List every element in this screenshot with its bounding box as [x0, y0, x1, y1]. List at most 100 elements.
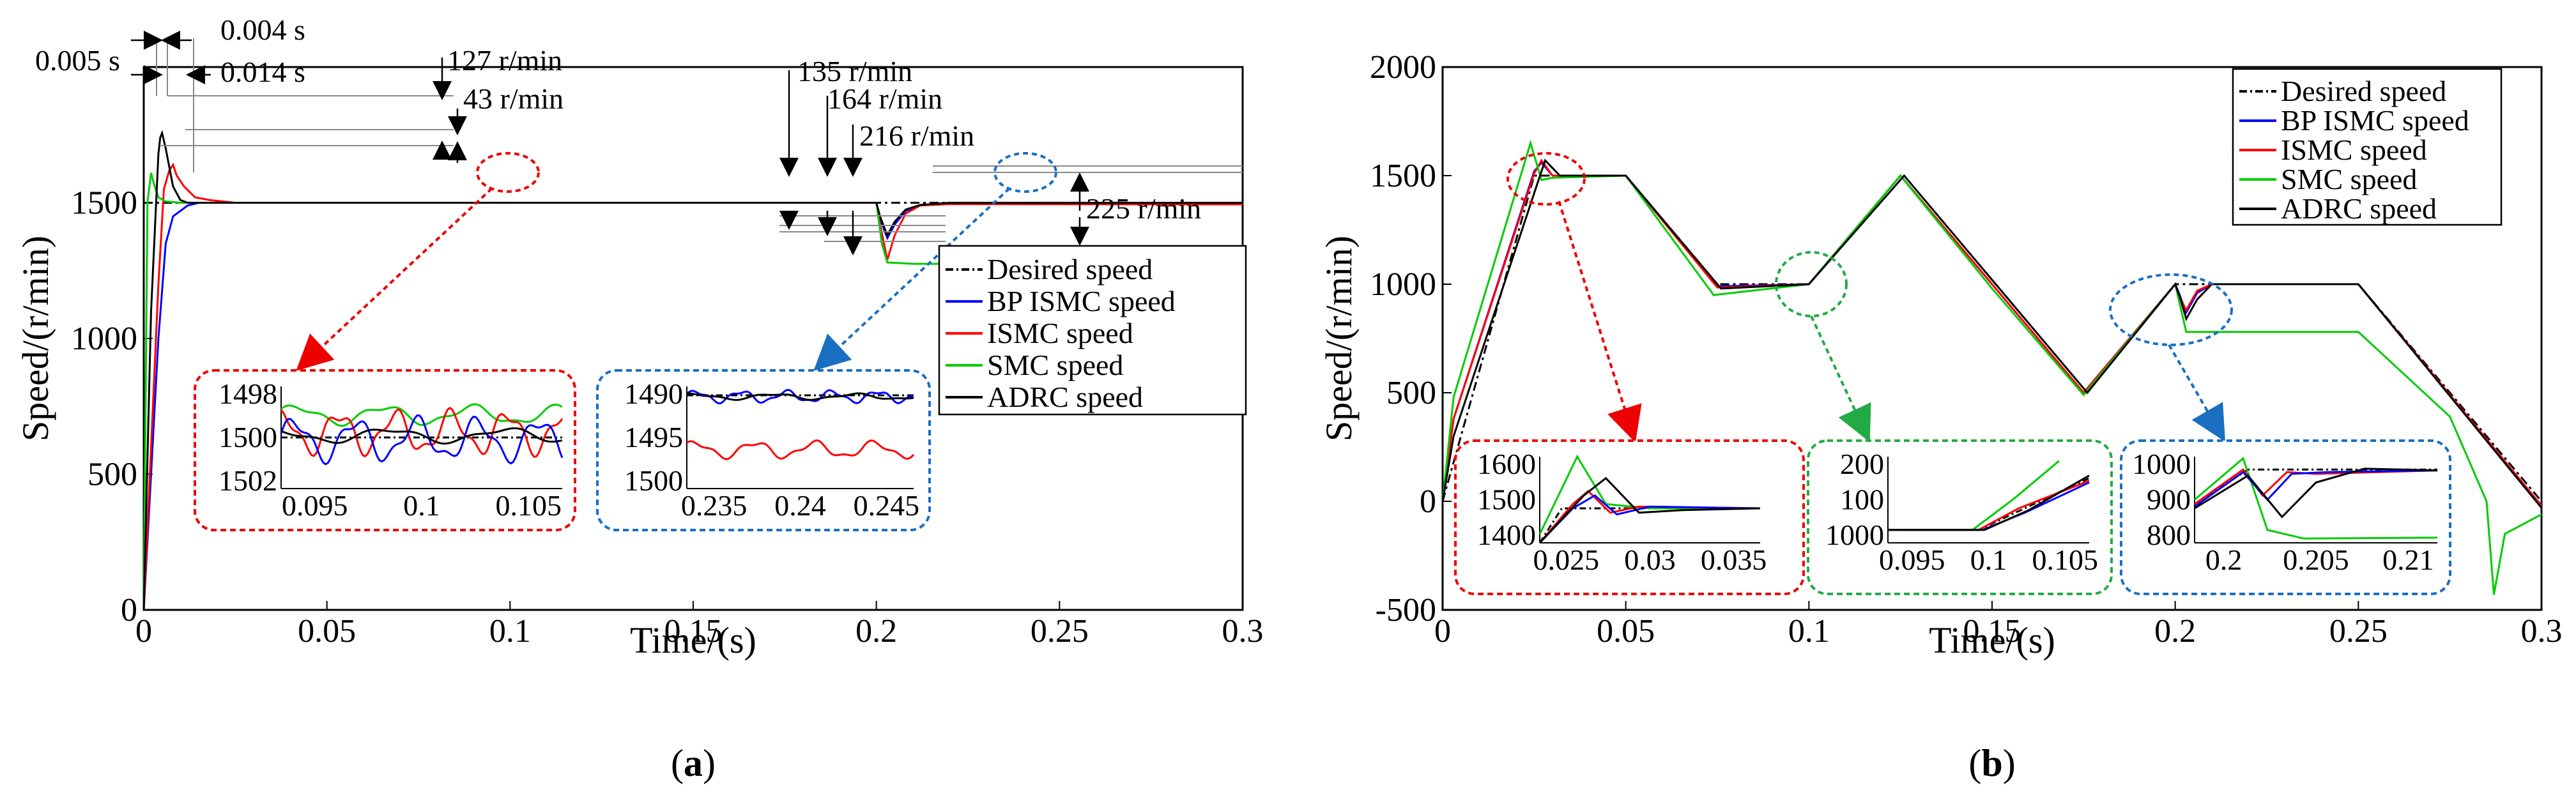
x-tick-label: 0	[1434, 613, 1451, 649]
inset-y-tick-label: 1000	[2132, 448, 2191, 480]
legend-label: Desired speed	[2281, 75, 2446, 107]
panel-b-ylabel: Speed/(r/min)	[1318, 236, 1360, 441]
inset-x-tick-label: 0.1	[1970, 543, 2007, 576]
legend-label: Desired speed	[987, 253, 1153, 285]
x-tick-label: 0	[135, 613, 152, 649]
x-tick-label: 0.1	[489, 613, 531, 649]
annot-t2: 0.004 s	[220, 13, 305, 46]
inset-x-tick-label: 0.1	[403, 489, 440, 522]
inset-curve	[280, 406, 564, 459]
y-tick-label: 500	[1386, 375, 1436, 411]
panel-a-xlabel: Time/(s)	[630, 619, 756, 661]
annot-t3: 0.014 s	[220, 56, 305, 88]
inset-curve	[280, 427, 563, 445]
zoom-ellipse-green-b	[1775, 251, 1848, 317]
panel-a: 0 0.05 0.1 0.15 0.2 0.25 0.3 0 500 1000 1500 Time…	[15, 13, 1264, 784]
inset-curve	[1538, 476, 1761, 544]
panel-a-caption: (a)	[671, 742, 716, 784]
annot-d2: 164 r/min	[827, 82, 942, 115]
inset-y-tick-label: 1500	[624, 464, 683, 497]
x-tick-label: 0.05	[1597, 613, 1655, 649]
inset-curve	[2194, 469, 2438, 508]
series-ismc-speed	[1441, 158, 2543, 506]
legend-label: BP ISMC speed	[987, 285, 1176, 317]
x-tick-label: 0.3	[2521, 613, 2563, 649]
inset-y-tick-label: 800	[2147, 519, 2191, 551]
series-ismc-speed	[142, 162, 1243, 611]
inset-curve	[686, 439, 915, 460]
y-tick-label: 1000	[71, 321, 137, 357]
inset-b3-box	[2120, 439, 2451, 595]
inset-y-tick-label: 1000	[1825, 519, 1884, 551]
annot-d1: 135 r/min	[797, 55, 912, 87]
annot-os2: 43 r/min	[463, 82, 564, 115]
panel-b-y-ticks: -500 0 500 1000 1500 2000	[1370, 49, 1452, 628]
annot-os1: 127 r/min	[447, 44, 562, 77]
inset-y-tick-label: 1600	[1477, 448, 1536, 480]
y-tick-label: 0	[1420, 483, 1436, 520]
inset-a2-box	[596, 369, 931, 531]
inset-y-tick-label: 1490	[624, 377, 683, 410]
zoom-arrow-red-a	[296, 187, 493, 371]
y-tick-label: 0	[121, 592, 137, 628]
x-tick-label: 0.3	[1222, 613, 1264, 649]
annot-d3: 216 r/min	[859, 119, 974, 152]
inset-b1-box	[1454, 439, 1805, 595]
x-tick-label: 0.15	[1963, 613, 2021, 649]
inset-curve	[2194, 468, 2437, 505]
legend-label: ISMC speed	[987, 317, 1133, 349]
panel-b-x-ticks: 0 0.05 0.1 0.15 0.2 0.25 0.3	[1434, 601, 2563, 649]
legend-frame	[2232, 68, 2503, 226]
zoom-ellipse-blue-b	[2109, 273, 2233, 346]
inset-curve	[2194, 457, 2438, 540]
panel-b-series	[1441, 139, 2543, 595]
inset-x-tick-label: 0.105	[495, 489, 562, 522]
inset-curve	[687, 392, 914, 401]
inset-curve	[2194, 467, 2438, 519]
zoom-arrow-red-b	[1558, 201, 1642, 443]
legend-label: ADRC speed	[2281, 192, 2437, 225]
zoom-arrow-blue-a	[813, 187, 1011, 371]
zoom-arrow-green-b	[1810, 315, 1871, 443]
x-tick-label: 0.2	[855, 613, 897, 649]
x-tick-label: 0.25	[2329, 613, 2388, 649]
y-tick-label: 1500	[71, 185, 137, 222]
inset-x-tick-label: 0.095	[282, 489, 348, 522]
panel-a-annotation-guides	[156, 38, 1243, 242]
inset-y-tick-label: 900	[2147, 483, 2191, 516]
panel-a-y-ticks: 0 500 1000 1500	[71, 185, 153, 628]
annot-t1: 0.005 s	[35, 44, 120, 77]
legend-label: SMC speed	[987, 349, 1123, 381]
inset-x-tick-label: 0.03	[1624, 543, 1676, 576]
series-adrc-speed	[142, 130, 1243, 611]
inset-curve	[2194, 468, 2438, 505]
zoom-ellipse-red-b	[1506, 152, 1586, 206]
inset-a1-box	[194, 369, 576, 531]
x-tick-label: 0.2	[2154, 613, 2196, 649]
inset-x-tick-label: 0.245	[854, 489, 920, 522]
x-tick-label: 0.1	[1788, 613, 1830, 649]
inset-x-tick-label: 0.035	[1701, 543, 1767, 576]
inset-x-tick-label: 0.095	[1879, 543, 1945, 576]
panel-b: 0 0.05 0.1 0.15 0.2 0.25 0.3 -5000500100015002…	[1318, 49, 2563, 784]
zoom-ellipse-blue-a	[993, 152, 1057, 193]
legend-label: SMC speed	[2281, 163, 2417, 195]
panel-b-xlabel: Time/(s)	[1929, 619, 2055, 661]
x-tick-label: 0.15	[664, 613, 723, 649]
inset-x-tick-label: 0.24	[774, 489, 826, 522]
inset-y-tick-label: 100	[1840, 483, 1884, 516]
inset-y-tick-label: 1500	[218, 421, 277, 453]
inset-y-tick-label: 1400	[1477, 519, 1536, 551]
inset-x-tick-label: 0.205	[2283, 543, 2349, 576]
y-tick-label: 1000	[1370, 266, 1436, 303]
legend-label: ADRC speed	[987, 381, 1143, 413]
y-tick-label: 500	[88, 457, 137, 493]
